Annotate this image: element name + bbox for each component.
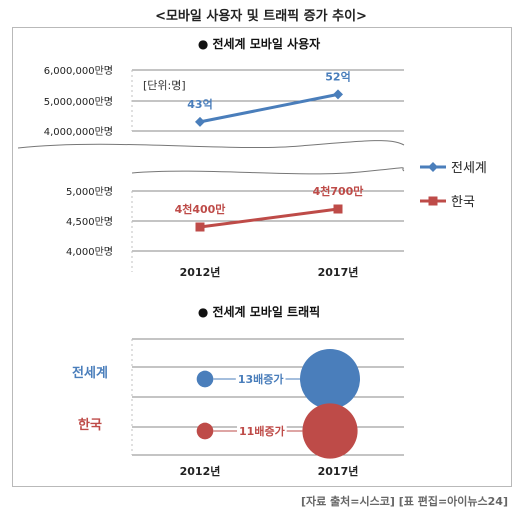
- lower-y-tick-label: 4,500만명: [66, 216, 113, 228]
- lower-y-tick-label: 5,000만명: [66, 186, 113, 198]
- growth-label-bg: [235, 371, 286, 387]
- data-point: [333, 89, 343, 100]
- chart1-title: ● 전세계 모바일 사용자: [198, 36, 320, 51]
- row-label: 전세계: [72, 365, 108, 381]
- data-label: 4천700만: [313, 184, 364, 198]
- chart2-title: ● 전세계 모바일 트래픽: [198, 304, 320, 319]
- row-label: 한국: [78, 417, 102, 433]
- x-tick-label: 2017년: [318, 464, 359, 478]
- legend-label: 한국: [451, 195, 475, 210]
- series-line: [199, 92, 339, 124]
- axis-break-top: [17, 140, 405, 149]
- page-title: <모바일 사용자 및 트래픽 증가 추이>: [155, 9, 367, 24]
- data-bubble: [300, 349, 360, 409]
- axis-break-bottom: [131, 167, 405, 175]
- x-tick-label: 2012년: [180, 464, 221, 478]
- x-tick-label: 2012년: [180, 265, 221, 279]
- legend-label: 전세계: [451, 161, 487, 176]
- legend-marker: [428, 162, 438, 172]
- data-bubble: [196, 422, 214, 440]
- growth-label-bg: [237, 423, 287, 439]
- unit-note: [단위:명]: [143, 79, 186, 92]
- data-point: [195, 116, 205, 127]
- data-label: 43억: [187, 98, 212, 111]
- lower-y-tick-label: 4,000만명: [66, 246, 113, 258]
- upper-y-tick-label: 5,000,000만명: [44, 96, 113, 108]
- growth-label: 13배증가: [238, 372, 284, 386]
- data-bubble: [302, 403, 358, 459]
- growth-label: 11배증가: [239, 424, 285, 438]
- data-point: [333, 204, 343, 214]
- data-point: [195, 222, 205, 232]
- series-line: [199, 207, 339, 229]
- legend-marker: [428, 196, 438, 206]
- data-label: 4천400만: [175, 202, 226, 216]
- data-bubble: [196, 370, 214, 388]
- upper-y-tick-label: 6,000,000만명: [44, 65, 113, 77]
- chart1-axes: [17, 69, 405, 272]
- chart-frame: [12, 27, 512, 487]
- data-label: 52억: [325, 70, 350, 83]
- x-tick-label: 2017년: [318, 265, 359, 279]
- upper-y-tick-label: 4,000,000만명: [44, 126, 113, 138]
- source-note: [자료 출처=시스코] [표 편집=아이뉴스24]: [300, 495, 508, 508]
